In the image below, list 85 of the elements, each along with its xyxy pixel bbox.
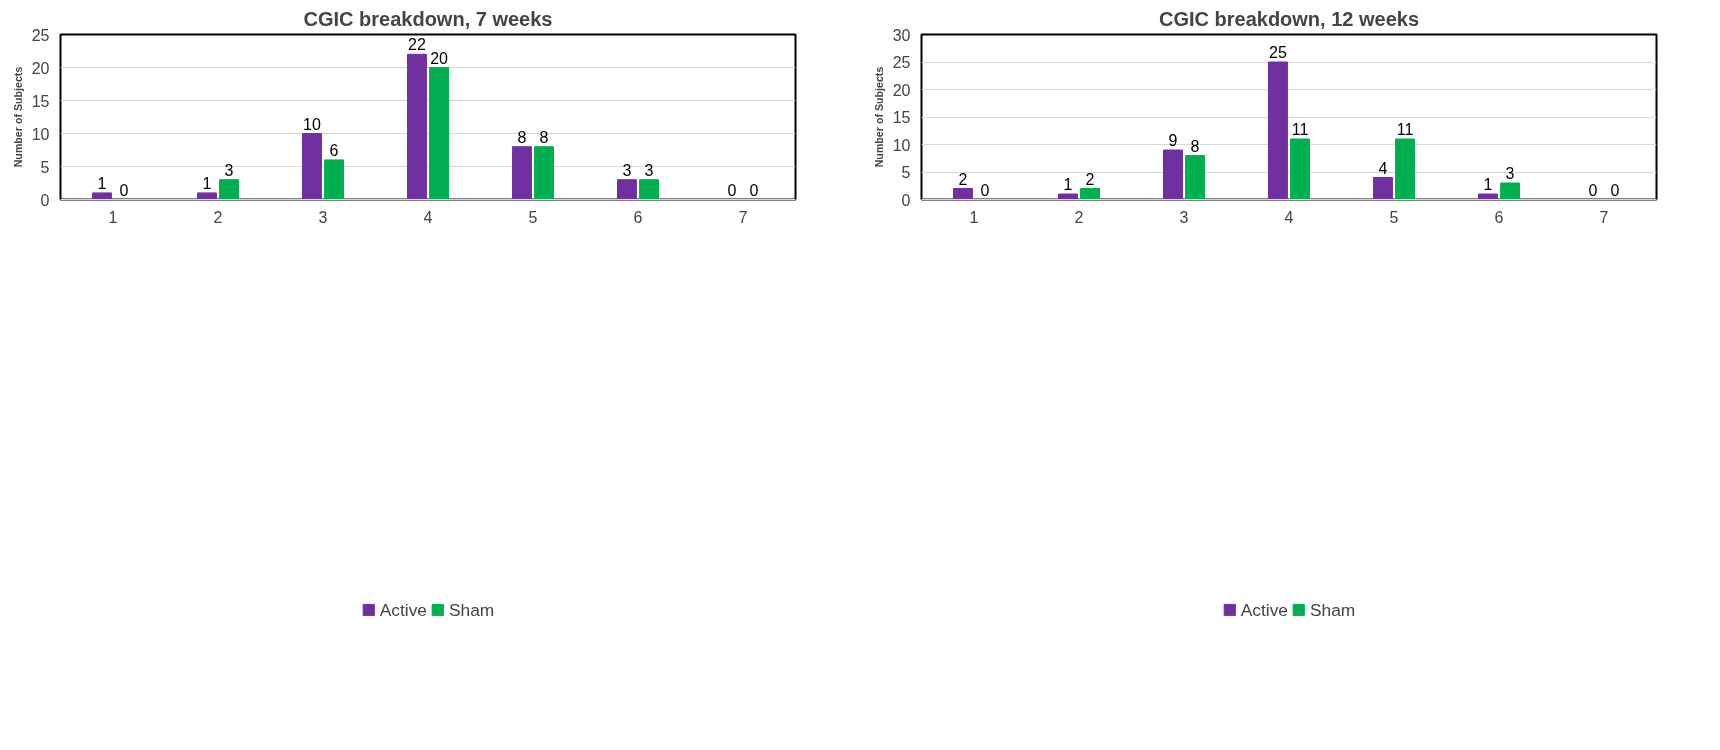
data-label: 8 [539, 128, 549, 146]
x-tick-label: 2 [213, 208, 223, 226]
data-label: 11 [1291, 121, 1309, 138]
data-label: 0 [119, 181, 129, 199]
bar [639, 179, 659, 200]
bar [302, 133, 322, 200]
data-label: 0 [749, 181, 759, 199]
data-label: 2 [1085, 170, 1095, 188]
x-tick-label: 6 [1494, 208, 1504, 226]
data-label: 6 [329, 141, 339, 159]
data-label: 1 [202, 174, 212, 192]
bar [1395, 138, 1415, 200]
x-tick-label: 4 [423, 208, 433, 226]
bar [407, 53, 427, 200]
x-tick-label: 7 [738, 208, 748, 226]
y-tick-label: 10 [892, 136, 911, 154]
bar [197, 192, 217, 200]
x-tick-label: 6 [633, 208, 643, 226]
bar [1290, 138, 1310, 200]
y-tick-label: 5 [901, 164, 911, 181]
data-label: 20 [430, 49, 449, 67]
data-label: 10 [303, 115, 321, 133]
data-label: 3 [644, 161, 654, 179]
x-tick-label: 3 [1179, 208, 1189, 226]
x-tick-label: 3 [318, 208, 328, 226]
legend-label: Sham [448, 599, 495, 621]
y-tick-label: 25 [892, 54, 911, 71]
bar [953, 188, 973, 200]
legend-label: Active [1240, 599, 1288, 621]
bar [1478, 193, 1498, 200]
bar [1058, 193, 1078, 200]
chart-title: CGIC breakdown, 7 weeks [303, 7, 553, 30]
bar [1268, 61, 1288, 200]
bar [512, 146, 532, 200]
bar [1080, 188, 1100, 200]
bar [1373, 177, 1393, 200]
y-tick-label: 20 [31, 59, 50, 77]
chart-title: CGIC breakdown, 12 weeks [1158, 7, 1420, 30]
bar [1500, 182, 1520, 200]
bar [1163, 149, 1183, 200]
data-label: 2 [958, 170, 968, 188]
y-tick-label: 30 [892, 26, 911, 44]
data-label: 3 [622, 161, 632, 179]
bar [219, 179, 239, 200]
legend-label: Active [379, 599, 427, 621]
data-label: 1 [1063, 176, 1073, 193]
x-tick-label: 5 [528, 208, 538, 226]
y-tick-label: 15 [31, 92, 50, 110]
y-tick-label: 20 [892, 81, 911, 99]
data-label: 3 [1505, 165, 1515, 182]
y-tick-label: 0 [901, 191, 911, 209]
legend-label: Sham [1309, 599, 1356, 621]
data-label: 25 [1269, 44, 1287, 61]
data-label: 8 [517, 128, 527, 146]
data-label: 0 [1588, 181, 1598, 199]
bar [429, 67, 449, 200]
bar [92, 192, 112, 200]
y-tick-label: 5 [40, 158, 50, 176]
bar [324, 159, 344, 200]
data-label: 0 [727, 181, 737, 199]
y-tick-label: 15 [892, 109, 911, 126]
data-label: 22 [408, 36, 426, 54]
data-label: 8 [1190, 137, 1200, 155]
y-axis-title: Number of Subjects [11, 66, 24, 168]
data-label: 0 [1610, 181, 1620, 199]
x-tick-label: 1 [969, 208, 979, 226]
data-label: 3 [224, 161, 234, 179]
bar [1185, 155, 1205, 200]
y-tick-label: 10 [31, 125, 50, 143]
data-label: 1 [1483, 176, 1493, 193]
x-tick-label: 7 [1599, 208, 1609, 226]
data-label: 9 [1168, 132, 1178, 149]
x-tick-label: 1 [108, 208, 118, 226]
data-label: 11 [1396, 121, 1414, 138]
bar [617, 179, 637, 200]
y-axis-title: Number of Subjects [872, 66, 885, 168]
data-label: 0 [980, 181, 990, 199]
y-tick-label: 0 [40, 191, 50, 209]
data-label: 1 [97, 174, 107, 192]
x-tick-label: 5 [1389, 208, 1399, 226]
y-tick-label: 25 [31, 26, 50, 44]
x-tick-label: 4 [1284, 208, 1294, 226]
data-label: 4 [1378, 159, 1388, 177]
x-tick-label: 2 [1074, 208, 1084, 226]
bar [534, 146, 554, 200]
